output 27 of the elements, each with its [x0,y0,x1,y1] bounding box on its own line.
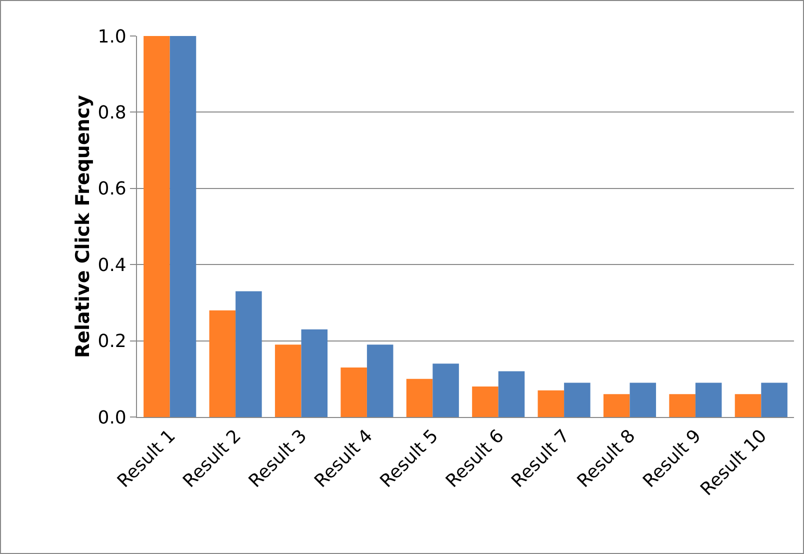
bar [209,310,236,417]
bar [170,36,196,417]
bar [603,394,630,417]
bar [734,394,762,417]
y-axis-title: Relative Click Frequency [72,94,94,358]
bar [236,291,262,417]
bar [301,329,328,417]
bar [340,367,367,417]
bar [498,371,525,417]
bar [695,382,722,417]
y-tick-label: 0.4 [98,254,126,276]
y-tick-label: 0.8 [98,102,126,124]
y-tick-label: 1.0 [98,26,126,48]
bar [366,344,394,417]
y-tick-label: 0.6 [98,178,126,200]
bar [630,382,656,417]
bar [432,364,459,417]
bar [669,394,696,417]
y-tick-label: 0.0 [98,407,126,428]
bar [761,382,788,417]
bar [274,344,302,417]
bar [564,382,590,417]
bar [538,390,564,417]
y-tick-label: 0.2 [98,331,126,352]
bar [406,378,433,417]
bar [144,36,170,417]
bar [472,386,498,417]
